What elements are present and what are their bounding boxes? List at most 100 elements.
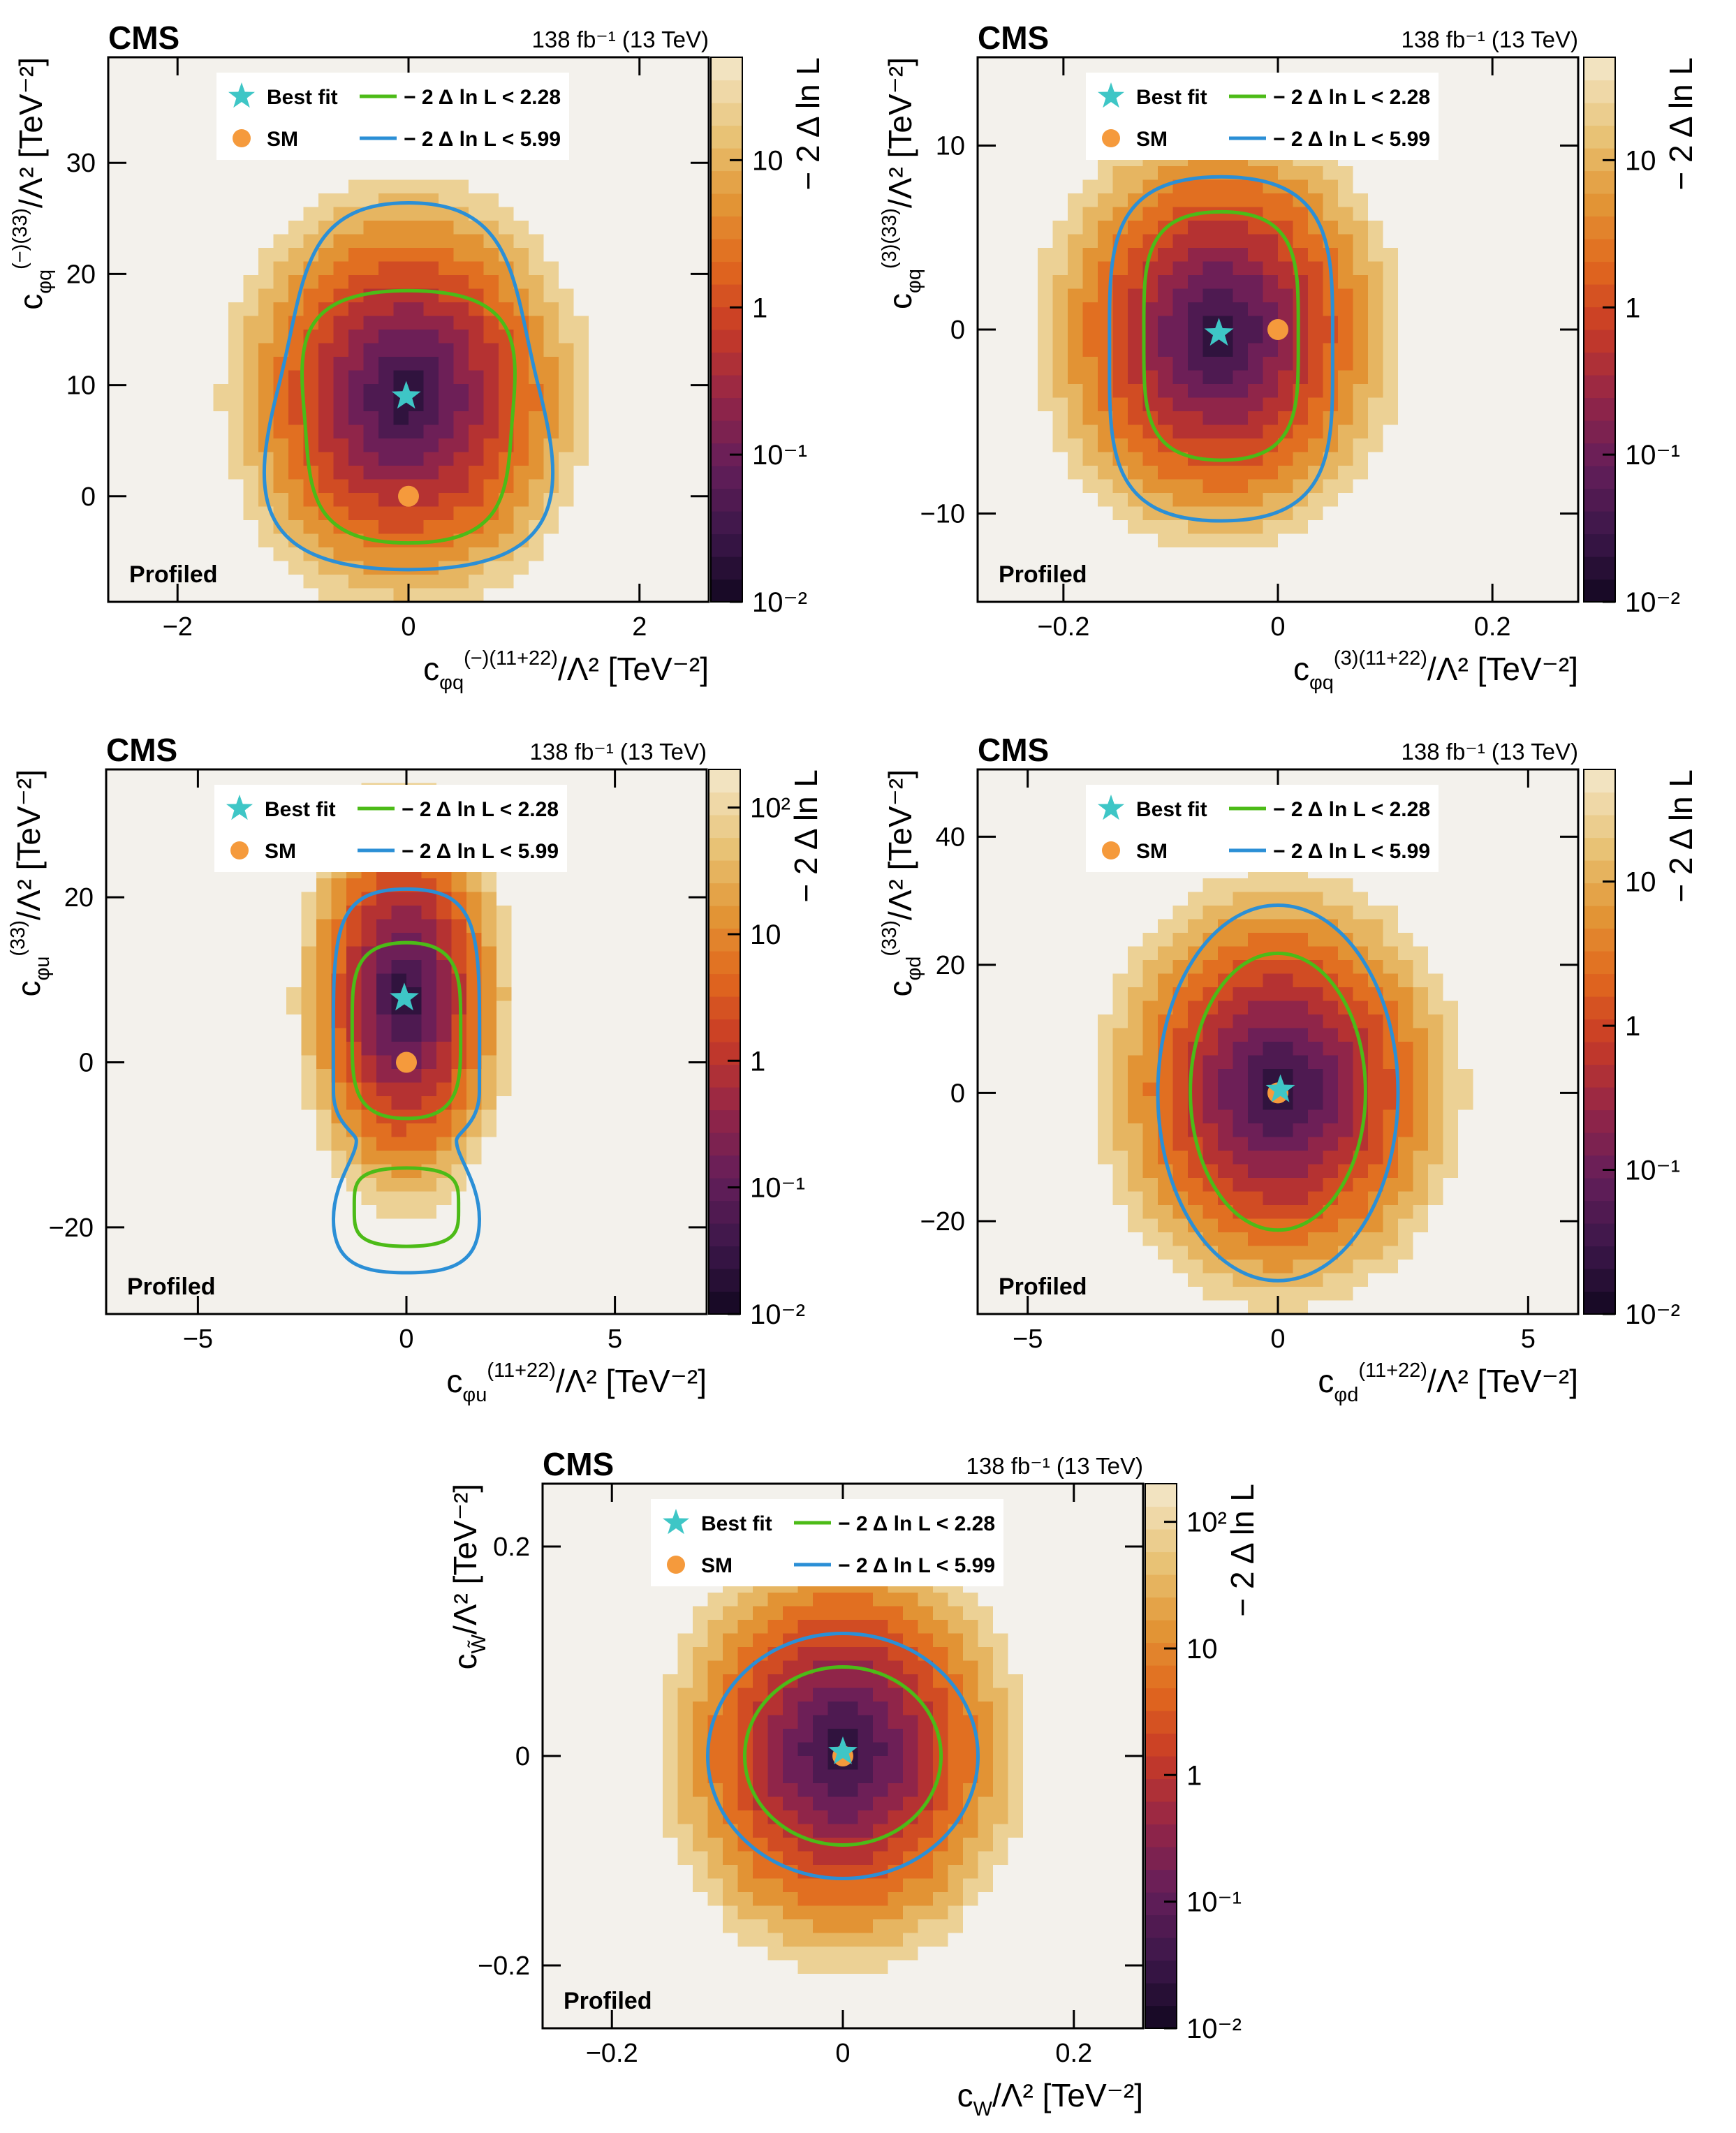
heatmap-cell	[393, 261, 409, 276]
heatmap-cell	[1488, 248, 1504, 263]
heatmap-cell	[1548, 288, 1564, 303]
heatmap-cell	[469, 547, 485, 562]
heatmap-cell	[136, 1300, 152, 1315]
heatmap-cell	[1458, 207, 1474, 221]
heatmap-cell	[288, 397, 304, 412]
heatmap-cell	[1383, 248, 1399, 263]
heatmap-cell	[1218, 370, 1234, 385]
heatmap-cell	[679, 207, 695, 221]
heatmap-cell	[691, 1069, 707, 1084]
heatmap-cell	[409, 234, 425, 249]
heatmap-cell	[559, 343, 575, 357]
heatmap-cell	[1563, 330, 1579, 344]
colorbar-segment	[1584, 80, 1615, 103]
heatmap-cell	[1263, 533, 1279, 548]
heatmap-cell	[1068, 547, 1084, 562]
heatmap-cell	[1533, 493, 1549, 508]
heatmap-cell	[1428, 370, 1444, 385]
heatmap-cell	[151, 1137, 167, 1151]
heatmap-cell	[693, 466, 709, 480]
heatmap-cell	[1503, 452, 1519, 466]
heatmap-cell	[647, 1232, 663, 1247]
heatmap-cell	[619, 588, 635, 603]
heatmap-cell	[633, 370, 649, 385]
heatmap-cell	[198, 452, 214, 466]
heatmap-cell	[1082, 207, 1098, 221]
heatmap-cell	[1202, 370, 1219, 385]
heatmap-cell	[1022, 98, 1038, 112]
heatmap-cell	[1563, 493, 1579, 508]
heatmap-cell	[1112, 493, 1128, 508]
heatmap-cell	[1383, 330, 1399, 344]
heatmap-cell	[241, 1109, 257, 1124]
heatmap-cell	[679, 166, 695, 181]
heatmap-cell	[1128, 533, 1144, 548]
heatmap-cell	[1068, 152, 1084, 167]
heatmap-cell	[663, 248, 679, 263]
heatmap-cell	[619, 575, 635, 589]
heatmap-cell	[601, 1218, 617, 1233]
heatmap-cell	[393, 357, 409, 371]
heatmap-cell	[1202, 357, 1219, 371]
x-tick-label: 5	[608, 1324, 622, 1354]
heatmap-cell	[1202, 384, 1219, 399]
colorbar-segment	[711, 397, 742, 421]
heatmap-cell	[511, 878, 527, 893]
heatmap-cell	[1488, 288, 1504, 303]
heatmap-cell	[619, 261, 635, 276]
heatmap-cell	[543, 575, 559, 589]
heatmap-cell	[1488, 330, 1504, 344]
heatmap-cell	[1202, 288, 1219, 303]
colorbar-segment	[711, 488, 742, 512]
heatmap-cell	[649, 547, 665, 562]
heatmap-cell	[213, 425, 229, 439]
heatmap-cell	[978, 193, 994, 208]
heatmap-cell	[573, 207, 589, 221]
heatmap-cell	[123, 207, 139, 221]
heatmap-cell	[286, 973, 302, 988]
heatmap-cell	[693, 248, 709, 263]
heatmap-cell	[1323, 316, 1339, 330]
heatmap-cell	[1503, 575, 1519, 589]
heatmap-cell	[693, 125, 709, 140]
heatmap-cell	[1353, 330, 1369, 344]
heatmap-cell	[211, 1232, 227, 1247]
heatmap-cell	[679, 98, 695, 112]
heatmap-cell	[663, 84, 679, 99]
heatmap-cell	[226, 1042, 242, 1056]
heatmap-cell	[647, 1137, 663, 1151]
heatmap-cell	[481, 892, 497, 906]
heatmap-cell	[439, 302, 455, 317]
heatmap-cell	[661, 1287, 677, 1301]
heatmap-cell	[601, 1096, 617, 1111]
heatmap-cell	[633, 152, 649, 167]
heatmap-cell	[663, 125, 679, 140]
heatmap-cell	[286, 1123, 302, 1138]
heatmap-cell	[499, 588, 515, 603]
heatmap-cell	[138, 533, 154, 548]
heatmap-cell	[123, 125, 139, 140]
heatmap-cell	[1128, 561, 1144, 575]
heatmap-cell	[1413, 343, 1429, 357]
heatmap-cell	[1443, 275, 1459, 290]
heatmap-cell	[677, 1300, 693, 1315]
heatmap-cell	[527, 1191, 543, 1206]
heatmap-cell	[153, 302, 169, 317]
heatmap-cell	[619, 179, 635, 194]
heatmap-cell	[108, 411, 124, 426]
heatmap-cell	[1128, 166, 1144, 181]
heatmap-cell	[527, 1164, 543, 1179]
heatmap-cell	[303, 506, 319, 521]
heatmap-cell	[348, 493, 365, 508]
heatmap-cell	[1008, 425, 1024, 439]
heatmap-cell	[1428, 221, 1444, 235]
heatmap-cell	[663, 193, 679, 208]
heatmap-cell	[301, 1205, 317, 1220]
heatmap-cell	[589, 452, 605, 466]
heatmap-cell	[511, 906, 527, 920]
heatmap-cell	[529, 221, 545, 235]
heatmap-cell	[661, 1014, 677, 1029]
heatmap-cell	[1308, 370, 1324, 385]
heatmap-cell	[453, 248, 469, 263]
heatmap-cell	[1368, 370, 1384, 385]
